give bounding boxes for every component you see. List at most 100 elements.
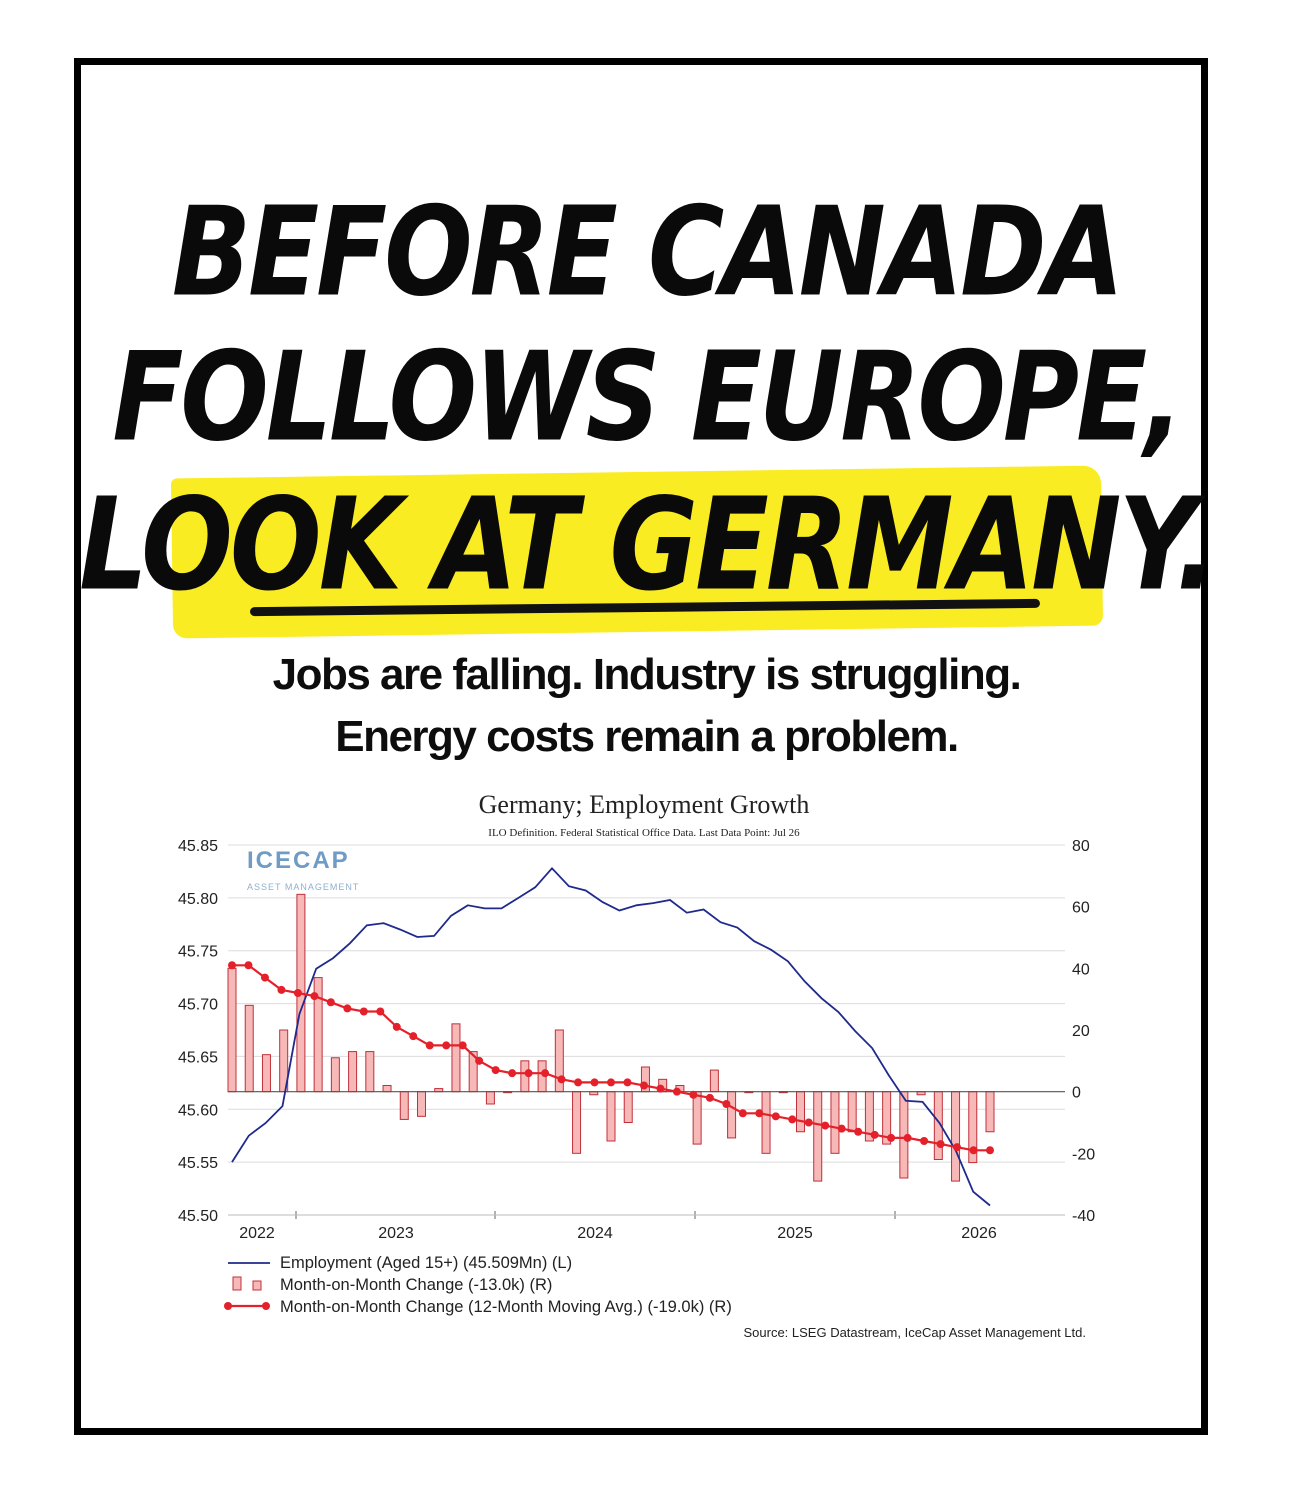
moving-average-point [607, 1078, 615, 1087]
mom-bar [692, 1091, 702, 1145]
moving-average-point [326, 998, 335, 1007]
left-tick-label: 45.75 [178, 944, 218, 961]
left-tick-label: 45.55 [178, 1155, 218, 1172]
employment-line [231, 866, 991, 1207]
mom-bar [399, 1091, 409, 1120]
moving-average-point [392, 1022, 401, 1031]
subheadline-line-2: Energy costs remain a problem. [335, 712, 959, 761]
moving-average-point [409, 1032, 418, 1041]
moving-average-point [376, 1007, 385, 1016]
moving-average-point [293, 989, 302, 997]
mom-bar [417, 1091, 426, 1117]
mom-bar [382, 1085, 392, 1093]
legend-label: Month-on-Month Change (12-Month Moving A… [280, 1298, 732, 1316]
left-tick-label: 45.60 [178, 1102, 218, 1119]
legend-bar-swatch [252, 1280, 262, 1291]
moving-average-point [228, 961, 236, 970]
right-tick-label: 0 [1072, 1085, 1081, 1102]
left-axis: 45.85 45.80 45.75 45.70 45.65 45.60 45.55 45.50 [178, 838, 218, 1225]
moving-average-point [672, 1087, 681, 1096]
moving-average-point [656, 1084, 665, 1093]
moving-average-point [475, 1056, 484, 1065]
moving-average-point [442, 1041, 451, 1050]
chart-subtitle: ILO Definition. Federal Statistical Offi… [488, 827, 800, 839]
moving-average-point [590, 1078, 599, 1087]
icecap-logo: ICECAP [247, 847, 350, 874]
x-tick-label: 2024 [577, 1225, 613, 1242]
right-tick-label: 60 [1072, 900, 1090, 917]
mom-bar [451, 1023, 461, 1093]
chart-source: Source: LSEG Datastream, IceCap Asset Ma… [743, 1325, 1086, 1340]
employment-polyline [231, 866, 991, 1207]
moving-average-point [277, 985, 286, 994]
icecap-logo-tagline: ASSET MANAGEMENT [247, 882, 359, 892]
moving-average-point [887, 1133, 896, 1142]
moving-average-point [870, 1130, 879, 1139]
mom-bar [572, 1091, 582, 1154]
moving-average-point [821, 1121, 830, 1130]
moving-average-point [903, 1133, 912, 1142]
moving-average-point [524, 1069, 533, 1078]
headline-line-3: LOOK AT GERMANY. [79, 471, 1217, 620]
moving-average-point [639, 1081, 648, 1090]
x-tick-label: 2023 [378, 1225, 414, 1242]
moving-average-line [228, 961, 994, 1155]
moving-average-point [458, 1041, 467, 1050]
moving-average-point [343, 1004, 352, 1013]
mom-bar [606, 1091, 616, 1142]
moving-average-point [574, 1078, 583, 1087]
moving-average-point [491, 1066, 500, 1075]
x-tick-label: 2026 [961, 1225, 997, 1242]
chart-title: Germany; Employment Growth [479, 790, 810, 819]
x-tick-label: 2022 [239, 1225, 275, 1242]
mom-bar [623, 1091, 633, 1123]
moving-average-point [804, 1118, 813, 1127]
right-tick-label: 80 [1072, 838, 1090, 855]
moving-average-point [722, 1100, 731, 1108]
moving-average-point [359, 1007, 368, 1016]
moving-average-point [623, 1078, 632, 1087]
legend-ma-dot [262, 1302, 270, 1310]
mom-bar [813, 1091, 823, 1182]
mom-bar [485, 1091, 495, 1105]
legend-bar-swatch [232, 1276, 242, 1291]
left-tick-label: 45.65 [178, 1049, 218, 1066]
moving-average-point [771, 1112, 780, 1121]
mom-bar [727, 1091, 737, 1139]
moving-average-point [953, 1143, 962, 1152]
legend-ma-dot [224, 1302, 232, 1310]
mom-bar [985, 1091, 995, 1133]
mom-bar [348, 1051, 358, 1093]
moving-average-point [260, 973, 269, 982]
chart-legend: Employment (Aged 15+) (45.509Mn) (L) Mont… [224, 1254, 732, 1316]
poster-frame [74, 58, 1208, 1435]
right-tick-label: 20 [1072, 1023, 1090, 1040]
mom-bar [796, 1091, 805, 1133]
mom-bar [244, 1004, 254, 1093]
headline-line-1: BEFORE CANADA [171, 180, 1124, 324]
moving-average-point [936, 1140, 945, 1149]
left-tick-label: 45.80 [178, 891, 218, 908]
moving-average-point [425, 1041, 434, 1050]
legend-label: Employment (Aged 15+) (45.509Mn) (L) [280, 1254, 572, 1272]
moving-average-point [920, 1137, 929, 1145]
left-tick-label: 45.50 [178, 1208, 218, 1225]
mom-bar [227, 967, 237, 1093]
headline-line-2: FOLLOWS EUROPE, [112, 325, 1183, 469]
moving-average-point [837, 1124, 846, 1133]
right-tick-label: -40 [1072, 1208, 1095, 1225]
mom-bar [261, 1054, 271, 1093]
moving-average-point [788, 1115, 797, 1124]
mom-bar [709, 1069, 719, 1093]
moving-average-point [310, 992, 319, 1001]
moving-average-point [689, 1090, 698, 1099]
x-axis: 2022 2023 2024 2025 2026 [228, 1211, 1065, 1242]
mom-bar [365, 1051, 375, 1093]
moving-average-point [541, 1069, 550, 1078]
mom-bar [330, 1057, 340, 1093]
moving-average-point [557, 1075, 566, 1084]
moving-average-point [508, 1069, 517, 1078]
left-tick-label: 45.70 [178, 997, 218, 1014]
mom-change-bars [227, 893, 995, 1182]
